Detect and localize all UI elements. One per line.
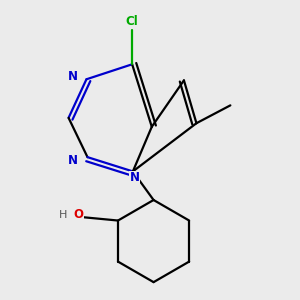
Text: N: N — [68, 154, 78, 166]
Text: Cl: Cl — [126, 15, 139, 28]
Text: H: H — [59, 210, 68, 220]
Text: N: N — [68, 70, 78, 83]
Text: O: O — [74, 208, 84, 220]
Text: N: N — [130, 171, 140, 184]
